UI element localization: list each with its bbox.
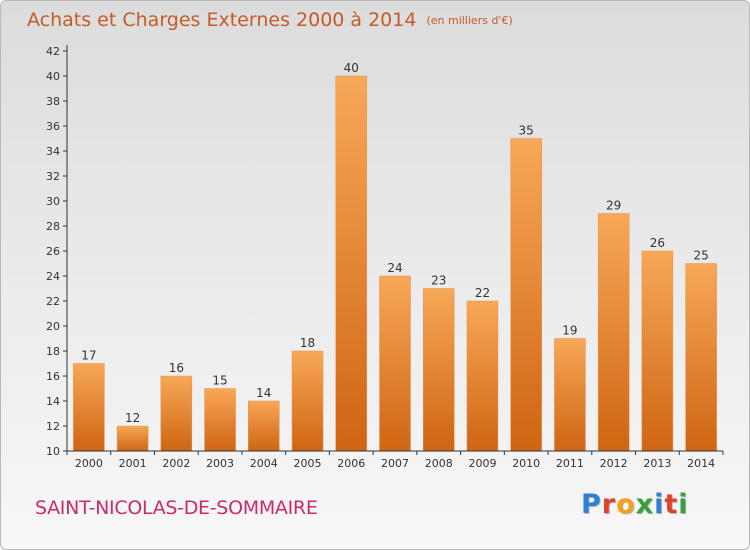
x-tick-label: 2009	[468, 457, 496, 470]
logo-letter: x	[635, 489, 655, 520]
bar-value-label: 29	[606, 199, 621, 213]
y-tick-label: 32	[46, 170, 60, 183]
logo-letter: P	[581, 489, 602, 520]
x-tick-label: 2011	[556, 457, 584, 470]
logo-letter: o	[616, 489, 636, 520]
bar-value-label: 14	[256, 386, 271, 400]
bar-2006	[335, 75, 368, 452]
y-tick-label: 10	[46, 445, 60, 458]
bar-value-label: 16	[169, 361, 184, 375]
y-tick-label: 30	[46, 195, 60, 208]
x-tick-label: 2003	[206, 457, 234, 470]
y-axis: 10 12 14 16 18 20 22 24 26 28 30 32 34 36 38 40 42	[46, 45, 68, 458]
y-tick-label: 28	[46, 220, 60, 233]
bar-2013	[641, 250, 674, 452]
bar-2010	[510, 138, 542, 452]
x-tick-label: 2013	[643, 457, 671, 470]
proxiti-logo: Proxiti	[581, 489, 689, 520]
y-tick-label: 24	[46, 270, 60, 283]
commune-name: SAINT-NICOLAS-DE-SOMMAIRE	[35, 497, 318, 519]
x-tick-label: 2000	[75, 457, 103, 470]
bar-value-label: 12	[125, 411, 140, 425]
x-tick-label: 2010	[512, 457, 540, 470]
bars: 17 12 16 15 14 18 40 24 23 22 35 19 29 26 25	[73, 61, 717, 452]
logo-letter: r	[601, 489, 617, 520]
x-tick-label: 2012	[600, 457, 628, 470]
x-tick-label: 2006	[337, 457, 365, 470]
bar-value-label: 40	[344, 61, 359, 75]
bar-value-label: 35	[519, 124, 534, 138]
x-tick-label: 2008	[425, 457, 453, 470]
y-tick-label: 22	[46, 295, 60, 308]
x-tick-label: 2014	[687, 457, 715, 470]
bar-value-label: 26	[650, 236, 665, 250]
x-tick-label: 2002	[162, 457, 190, 470]
x-axis: 2000 2001 2002 2003 2004 2005 2006 2007 2008 2009…	[66, 450, 724, 470]
logo-letter: t	[664, 489, 679, 520]
chart-unit: (en milliers d'€)	[426, 14, 513, 27]
bar-value-label: 22	[475, 286, 490, 300]
chart-title-text: Achats et Charges Externes 2000 à 2014	[27, 9, 417, 31]
bar-2004	[248, 400, 280, 452]
y-tick-label: 40	[46, 70, 60, 83]
chart-title: Achats et Charges Externes 2000 à 2014 (e…	[27, 9, 513, 31]
bar-2005	[291, 350, 324, 452]
y-tick-label: 26	[46, 245, 60, 258]
bar-2009	[466, 300, 499, 452]
bar-2011	[554, 338, 586, 452]
bar-2003	[204, 388, 236, 452]
y-tick-label: 34	[46, 145, 60, 158]
bar-value-label: 24	[387, 261, 402, 275]
logo-letter: i	[678, 489, 689, 520]
y-tick-label: 16	[46, 370, 60, 383]
bar-2008	[422, 288, 455, 452]
x-tick-label: 2007	[381, 457, 409, 470]
bar-value-label: 23	[431, 274, 446, 288]
x-tick-label: 2004	[250, 457, 278, 470]
bar-2000	[73, 363, 105, 452]
bar-value-label: 17	[81, 349, 96, 363]
y-tick-label: 36	[46, 120, 60, 133]
x-tick-label: 2005	[294, 457, 322, 470]
bar-value-label: 25	[693, 249, 708, 263]
y-tick-label: 20	[46, 320, 60, 333]
y-tick-label: 42	[46, 45, 60, 58]
y-tick-label: 18	[46, 345, 60, 358]
y-tick-label: 38	[46, 95, 60, 108]
x-tick-label: 2001	[119, 457, 147, 470]
bar-2002	[160, 375, 193, 452]
bar-2014	[685, 263, 717, 452]
y-tick-label: 12	[46, 420, 60, 433]
logo-letter: i	[654, 489, 665, 520]
y-tick-label: 14	[46, 395, 60, 408]
bar-2001	[116, 425, 149, 452]
bar-2012	[597, 213, 630, 452]
bar-2007	[379, 275, 411, 452]
bar-value-label: 15	[212, 374, 227, 388]
bar-value-label: 18	[300, 336, 315, 350]
bar-value-label: 19	[562, 324, 577, 338]
